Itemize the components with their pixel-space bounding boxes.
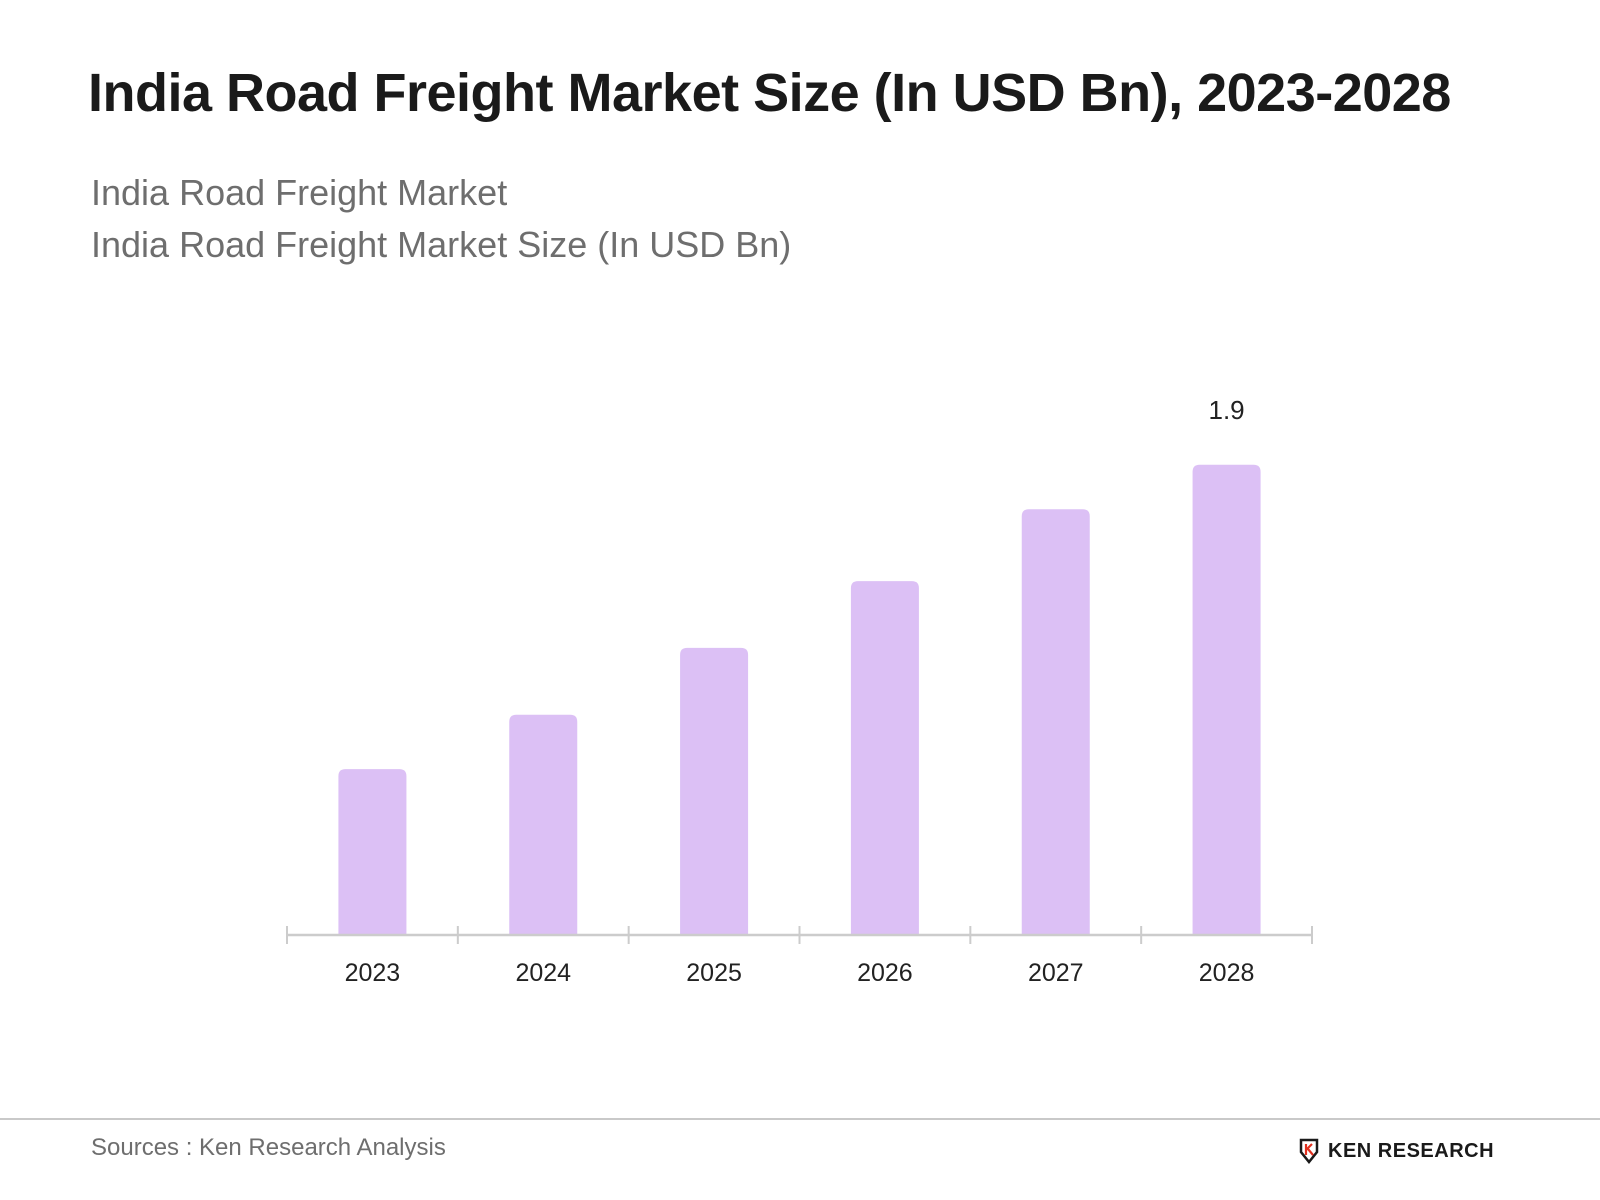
- x-tick-label-2026: 2026: [857, 959, 913, 987]
- logo-text: KEN RESEARCH: [1328, 1139, 1495, 1162]
- x-tick-label-2027: 2027: [1028, 959, 1084, 987]
- chart-title: India Road Freight Market Size (In USD B…: [88, 63, 1451, 123]
- x-tick-label-2025: 2025: [686, 959, 742, 987]
- x-tick-label-2023: 2023: [345, 959, 401, 987]
- ken-research-logo-icon: [1299, 1138, 1319, 1164]
- bar-2026: [850, 581, 919, 935]
- x-tick-label-2024: 2024: [515, 959, 571, 987]
- data-label-2028: 1.9: [1209, 395, 1245, 425]
- source-note: Sources : Ken Research Analysis: [91, 1134, 446, 1161]
- bar-2024: [509, 714, 578, 935]
- footer-divider: [0, 1118, 1600, 1120]
- series-label: India Road Freight Market Size (In USD B…: [91, 224, 792, 265]
- bar-2023: [338, 769, 407, 935]
- bar-chart: 2023 2024 2025 2026 2027 1.9 2028: [286, 395, 1313, 987]
- bar-2027: [1021, 509, 1090, 935]
- ken-research-logo: KEN RESEARCH: [1298, 1136, 1494, 1166]
- x-tick-label-2028: 2028: [1199, 959, 1255, 987]
- bar-2025: [680, 647, 749, 935]
- chart-subtitle: India Road Freight Market: [91, 172, 508, 213]
- bar-2028: [1192, 464, 1261, 935]
